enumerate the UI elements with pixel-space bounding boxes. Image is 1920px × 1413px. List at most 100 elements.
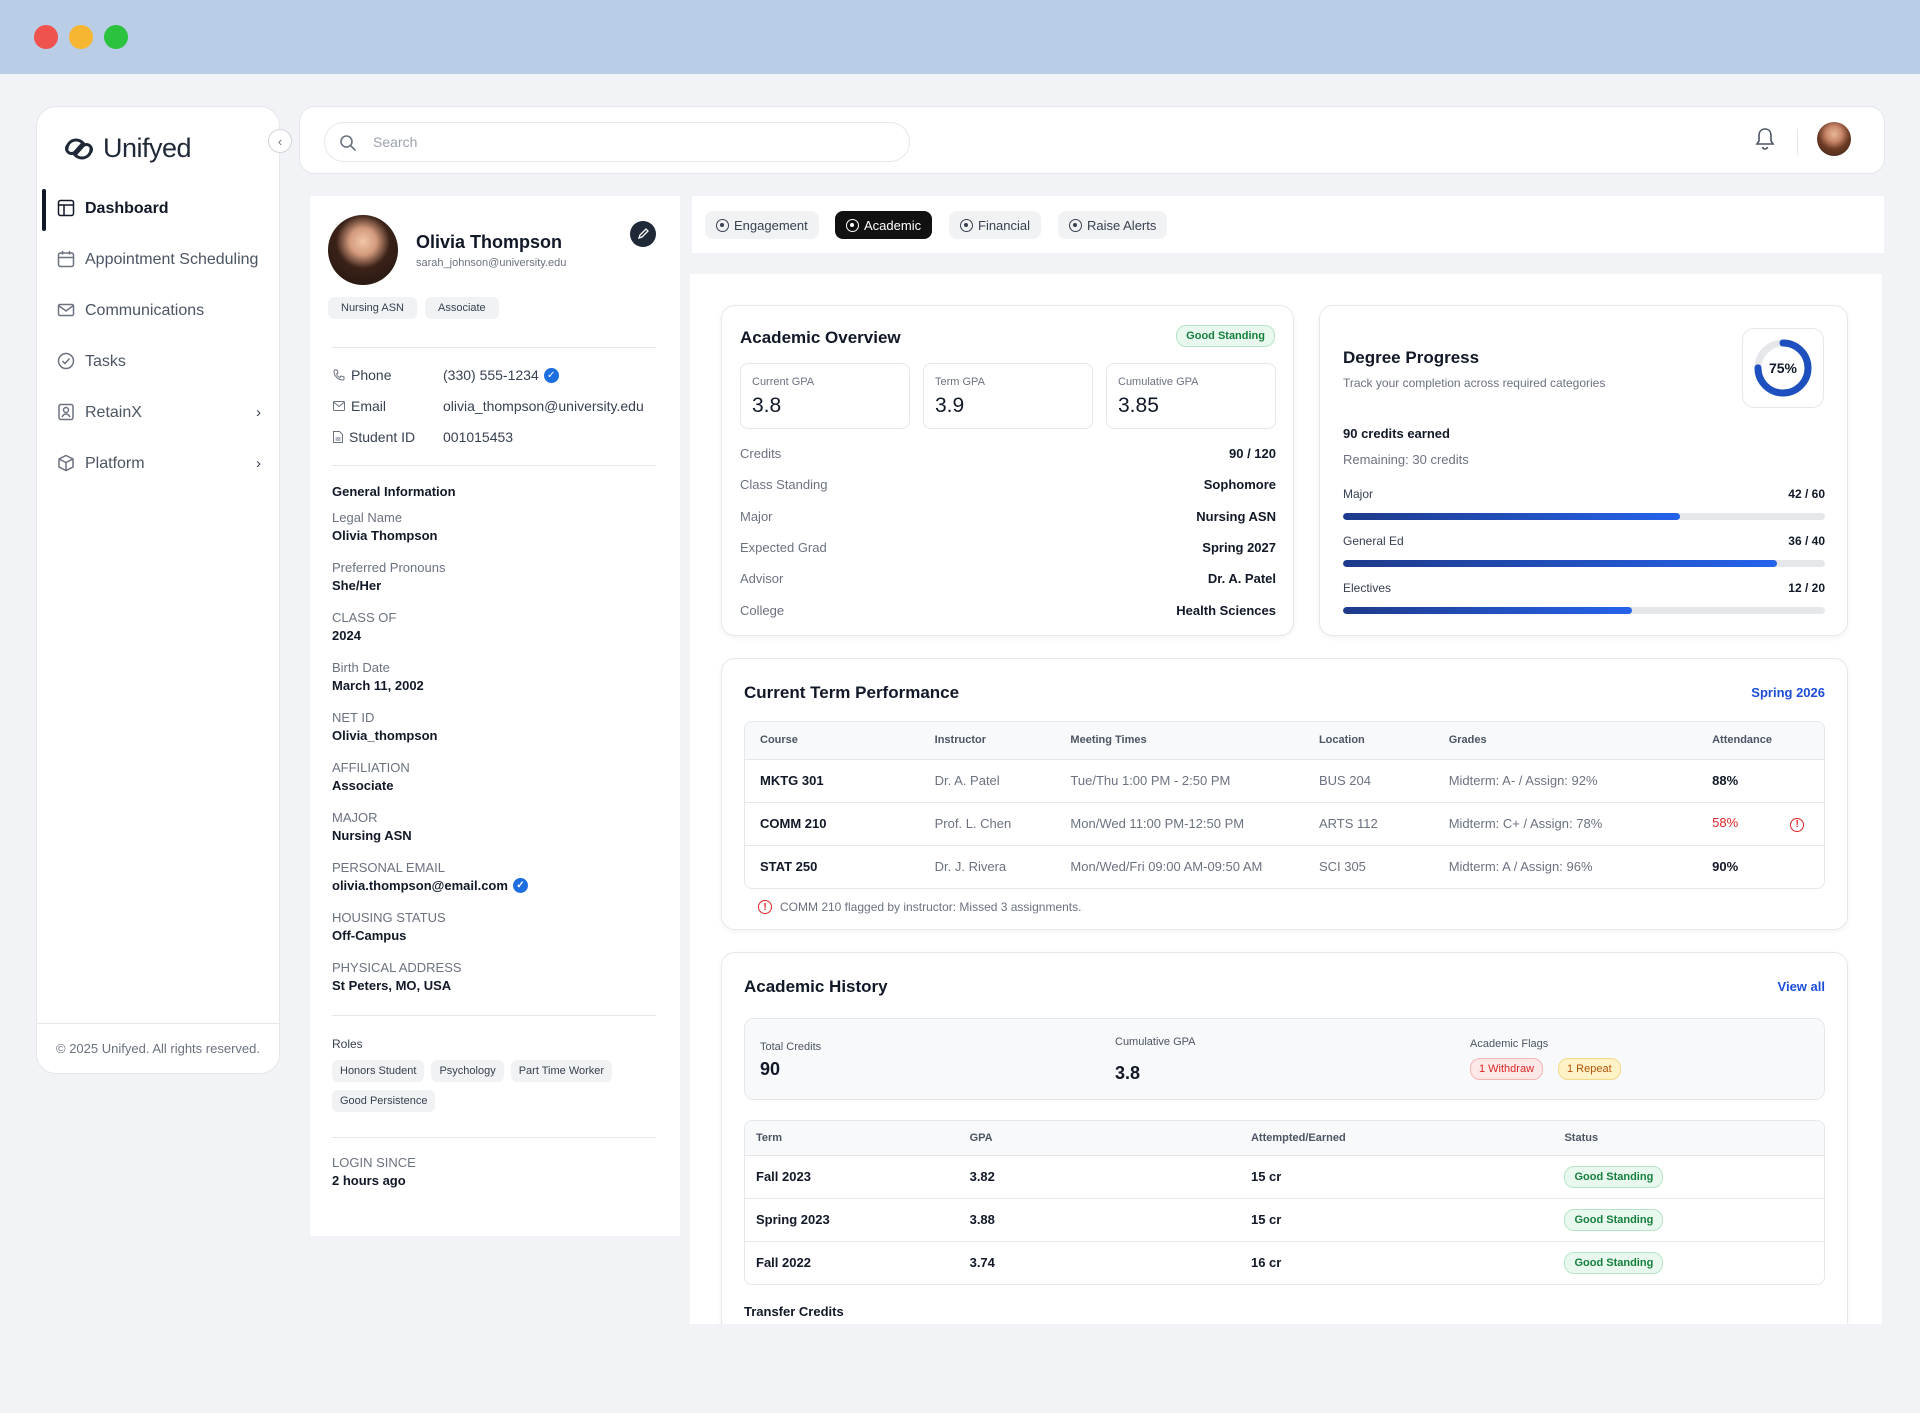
email-value: olivia_thompson@university.edu [443,398,644,414]
divider [1797,129,1798,155]
row-value: Nursing ASN [1196,509,1276,524]
instructor-cell: Dr. J. Rivera [934,859,1007,875]
unifyed-logo-icon [65,137,93,160]
progress-fill [1343,560,1777,567]
notification-bell-icon[interactable] [1755,127,1775,151]
table-row[interactable]: Fall 2022 3.74 16 cr Good Standing [745,1241,1824,1284]
attendance-cell: 88% [1697,759,1824,803]
brand-logo[interactable]: Unifyed [59,133,192,164]
gpa-cell: 3.88 [958,1198,1240,1242]
bar-label: Electives [1343,581,1392,595]
search-input[interactable] [373,134,909,150]
table-row[interactable]: COMM 210 Prof. L. Chen Mon/Wed 11:00 PM-… [745,802,1824,846]
student-id-row: Student ID 001015453 [333,429,513,445]
gpa-box: Term GPA 3.9 [923,363,1093,429]
table-header-row: Course Instructor Meeting Times Location… [745,722,1824,760]
progress-ring: 75% [1754,339,1812,397]
tab-academic[interactable]: Academic [835,211,933,239]
sidebar-item-tasks[interactable]: Tasks [37,336,279,387]
bar-label: General Ed [1343,534,1404,548]
field-value: Nursing ASN [332,828,412,843]
student-profile-panel: Olivia Thompson sarah_johnson@university… [310,196,680,1236]
alert-icon[interactable]: ! [1790,817,1805,832]
gpa-label: Cumulative GPA [1118,376,1199,388]
credits-cell: 15 cr [1239,1198,1554,1242]
gpa-cell: 3.82 [958,1155,1240,1199]
meeting-times-cell: Tue/Thu 1:00 PM - 2:50 PM [1055,759,1304,803]
table-row[interactable]: MKTG 301 Dr. A. Patel Tue/Thu 1:00 PM - … [745,759,1824,803]
profile-tags: Nursing ASN Associate [328,297,499,319]
maximize-window-button[interactable] [104,25,128,49]
view-all-link[interactable]: View all [1777,979,1825,994]
info-field: NET ID Olivia_thompson [332,710,437,743]
general-information-title: General Information [332,484,456,499]
sidebar-item-label: Communications [85,301,205,319]
progress-fill [1343,513,1681,520]
status-badge: Good Standing [1176,325,1275,347]
status-cell: Good Standing [1553,1241,1824,1284]
field-value: Olivia Thompson [332,528,438,543]
card-title: Academic Overview [740,328,901,347]
bar-value: 12 / 20 [1788,581,1825,595]
phone-icon [333,369,345,381]
progress-ring-fill [1754,339,1812,397]
location-cell: ARTS 112 [1303,802,1434,846]
sidebar-item-label: Dashboard [85,199,169,217]
status-badge: Good Standing [1564,1208,1664,1231]
flag-note-text: COMM 210 flagged by instructor: Missed 3… [780,900,1082,914]
progress-label: General Ed 36 / 40 [1343,534,1825,548]
meeting-times-cell: Mon/Wed 11:00 PM-12:50 PM [1055,802,1304,846]
brand-name: Unifyed [103,133,192,163]
field-value: March 11, 2002 [332,678,424,693]
sidebar-item-platform[interactable]: Platform › [37,438,279,489]
info-field: PHYSICAL ADDRESS St Peters, MO, USA [332,960,462,993]
tab-label: Academic [864,217,922,233]
collapse-sidebar-button[interactable]: ‹ [268,129,292,153]
tab-raise-alerts[interactable]: Raise Alerts [1058,211,1168,239]
sidebar-item-retainx[interactable]: RetainX › [37,387,279,438]
tab-financial[interactable]: Financial [949,211,1042,239]
field-value: Associate [332,778,394,793]
repeat-flag-badge[interactable]: 1 Repeat [1558,1058,1621,1080]
info-field: MAJOR Nursing ASN [332,810,412,843]
row-key: Expected Grad [740,540,827,555]
summary-label: Cumulative GPA [1115,1036,1196,1048]
minimize-window-button[interactable] [69,25,93,49]
withdraw-flag-badge[interactable]: 1 Withdraw [1470,1058,1544,1080]
credits-remaining: Remaining: 30 credits [1343,452,1469,467]
progress-label: Electives 12 / 20 [1343,581,1825,595]
status-cell: Good Standing [1553,1155,1824,1199]
course-cell: MKTG 301 [745,759,920,803]
tab-engagement[interactable]: Engagement [705,211,819,239]
table-row[interactable]: Fall 2023 3.82 15 cr Good Standing [745,1155,1824,1199]
status-cell: Good Standing [1553,1198,1824,1242]
copyright-text: © 2025 Unifyed. All rights reserved. [37,1023,279,1073]
field-label: PERSONAL EMAIL [332,860,445,875]
table-row[interactable]: STAT 250 Dr. J. Rivera Mon/Wed/Fri 09:00… [745,845,1824,888]
sidebar-item-communications[interactable]: Communications [37,285,279,336]
column-header: Instructor [919,722,1056,760]
attendance-cell: 90% [1712,859,1739,875]
general-ed-progress-bar [1343,560,1825,567]
sidebar-item-dashboard[interactable]: Dashboard [37,183,279,234]
user-avatar[interactable] [1817,122,1851,156]
term-selector[interactable]: Spring 2026 [1751,685,1825,700]
column-header: GPA [958,1121,1240,1156]
edit-profile-button[interactable] [630,221,656,247]
academic-overview-card: Academic Overview Good Standing Current … [721,305,1294,636]
divider [332,347,656,348]
table-row[interactable]: Spring 2023 3.88 15 cr Good Standing [745,1198,1824,1242]
attendance-cell: 58%! [1697,802,1824,846]
sidebar-item-label: Platform [85,454,145,472]
row-key: Major [740,509,773,524]
student-name: Olivia Thompson [416,232,563,252]
close-window-button[interactable] [34,25,58,49]
field-value: Off-Campus [332,928,407,943]
sidebar-item-label: Tasks [85,352,126,370]
info-field: Legal Name Olivia Thompson [332,510,437,543]
sidebar-item-appointment-scheduling[interactable]: Appointment Scheduling [37,234,279,285]
location-cell: BUS 204 [1303,759,1434,803]
percent-label: 75% [1769,360,1798,376]
history-table: Term GPA Attempted/Earned Status Fall 20… [744,1120,1825,1285]
meeting-times-cell: Mon/Wed/Fri 09:00 AM-09:50 AM [1070,859,1263,875]
